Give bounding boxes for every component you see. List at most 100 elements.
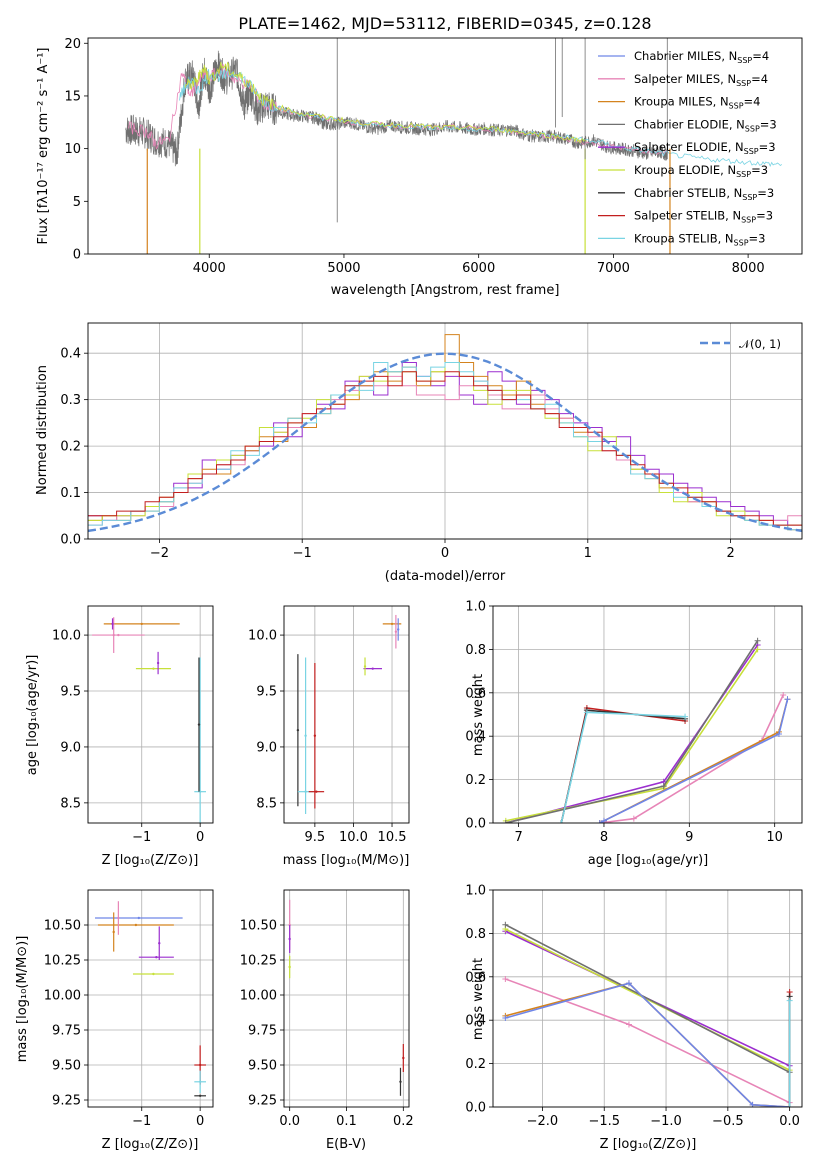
x-tick-label: 5000 [327, 261, 360, 276]
data-point [198, 1063, 202, 1067]
y-tick-label: 10.0 [248, 629, 277, 644]
y-tick-label: 0.2 [465, 1057, 486, 1072]
axes-frame [283, 889, 410, 1108]
y-tick-label: 9.50 [52, 1059, 81, 1074]
y-tick-label: 9.75 [52, 1024, 81, 1039]
legend-entry-text: Chabrier MILES, N [634, 49, 737, 63]
y-tick-label: 9.25 [248, 1094, 277, 1109]
spectrum-xlabel: wavelength [Angstrom, rest frame] [331, 283, 560, 298]
x-tick-label: 6000 [462, 261, 495, 276]
x-tick-label: −1 [293, 546, 312, 561]
plus-marker [775, 731, 782, 738]
data-point [137, 916, 141, 920]
legend-entry: Salpeter ELODIE, NSSP=3 [634, 140, 776, 156]
y-tick-label: 0.0 [465, 817, 486, 832]
error-bars [296, 614, 402, 815]
mass-ebv-xlabel: E(B-V) [326, 1137, 366, 1152]
x-tick-label: 4000 [193, 261, 226, 276]
y-tick-label: 9.50 [248, 1059, 277, 1074]
data-point [390, 622, 394, 626]
x-tick-label: 10 [766, 830, 783, 845]
spectrum-ylabel: Flux [fλ10⁻¹⁷ erg cm⁻² s⁻¹ A⁻¹] [36, 48, 51, 245]
plus-marker [502, 1015, 509, 1022]
data-point [117, 916, 120, 920]
x-tick-label: 0.1 [336, 1114, 357, 1129]
weight-z-xlabel: Z [log₁₀(Z/Z⊙)] [600, 1137, 697, 1152]
x-tick-label: 9 [685, 830, 693, 845]
legend-entry-text: Chabrier ELODIE, N [634, 117, 745, 131]
y-tick-label: 0.0 [60, 533, 81, 548]
x-tick-label: −2.0 [527, 1114, 559, 1129]
legend-entry-sub: SSP [737, 56, 752, 65]
y-tick-label: 1.0 [465, 884, 486, 899]
legend-entry-sub: SSP [736, 170, 751, 179]
y-tick-label: 0.1 [60, 486, 81, 501]
x-tick-label: −1 [132, 830, 151, 845]
data-point [197, 723, 201, 726]
legend-entry-text: Kroupa ELODIE, N [634, 163, 736, 177]
error-bars [95, 901, 206, 1098]
error-bars [92, 617, 206, 823]
data-point [117, 633, 120, 637]
legend-entry-tail: =3 [760, 117, 777, 131]
y-tick-label: 9.25 [52, 1094, 81, 1109]
x-tick-label: −2 [150, 546, 169, 561]
legend-entry: Kroupa MILES, NSSP=4 [634, 95, 760, 111]
x-tick-label: 8 [600, 830, 608, 845]
axes-frame [87, 889, 214, 1108]
weight-line-2 [505, 923, 790, 1074]
y-tick-label: 9.0 [256, 740, 277, 755]
y-tick-label: 0.8 [465, 927, 486, 942]
legend-entry-sub: SSP [744, 147, 759, 156]
y-tick-label: 10.00 [240, 989, 277, 1004]
plus-marker [780, 691, 787, 698]
x-tick-label: 1 [584, 546, 592, 561]
plus-marker [502, 921, 509, 928]
legend-entry-text: Salpeter ELODIE, N [634, 140, 744, 154]
y-tick-label: 10.50 [240, 919, 277, 934]
data-point [304, 734, 307, 737]
legend-entry-sub: SSP [745, 124, 760, 133]
x-tick-label: 8000 [732, 261, 765, 276]
y-tick-label: 8.5 [256, 796, 277, 811]
y-tick-label: 0.4 [60, 347, 81, 362]
data-point [288, 965, 291, 969]
data-point [112, 930, 115, 934]
data-point [313, 734, 317, 737]
data-point [363, 665, 367, 668]
legend-entry: Salpeter STELIB, NSSP=3 [634, 209, 773, 225]
data-point [394, 630, 398, 633]
weight-lines [502, 921, 793, 1107]
legend-entry: Chabrier ELODIE, NSSP=3 [634, 117, 777, 133]
mass-z-ylabel: mass [log₁₀(M/M⊙)] [15, 936, 30, 1063]
mass-z-xlabel: Z [log₁₀(Z/Z⊙)] [102, 1137, 199, 1152]
data-point [396, 628, 400, 631]
y-tick-label: 8.5 [60, 796, 81, 811]
weight-z-ylabel: mass weight [471, 958, 486, 1040]
plus-marker [558, 820, 565, 823]
data-point [288, 937, 291, 941]
legend-entry: Kroupa ELODIE, NSSP=3 [634, 163, 768, 179]
y-tick-label: 9.75 [248, 1024, 277, 1039]
data-point [152, 667, 155, 670]
y-tick-label: 0.0 [465, 1101, 486, 1116]
plus-marker [786, 997, 793, 1004]
x-tick-label: 2 [726, 546, 734, 561]
weight-line-8 [599, 699, 789, 823]
y-tick-label: 9.5 [256, 685, 277, 700]
mass-vs-metallicity-panel: Z [log₁₀(Z/Z⊙)] mass [log₁₀(M/M⊙)] −1 0 9.… [15, 889, 214, 1152]
weight-lines [502, 637, 791, 823]
plus-marker [625, 980, 632, 987]
x-tick-label: −1.5 [588, 1114, 620, 1129]
data-point [155, 956, 158, 959]
x-tick-label: 0.2 [393, 1114, 414, 1129]
weight-vs-age-panel: age [log₁₀(age/yr)] mass weight 7 8 9 10 0.0… [465, 600, 803, 868]
age-vs-metallicity-panel: Z [log₁₀(Z/Z⊙)] age [log₁₀(age/yr)] −1 0 8… [25, 605, 214, 868]
axes-frame [283, 605, 410, 824]
histogram-step-5 [88, 371, 802, 526]
residuals-xlabel: (data-model)/error [385, 569, 506, 584]
legend-entry-tail: =3 [759, 140, 776, 154]
axes-frame [87, 37, 803, 255]
data-point [156, 661, 160, 665]
y-tick-label: 15 [64, 89, 81, 104]
